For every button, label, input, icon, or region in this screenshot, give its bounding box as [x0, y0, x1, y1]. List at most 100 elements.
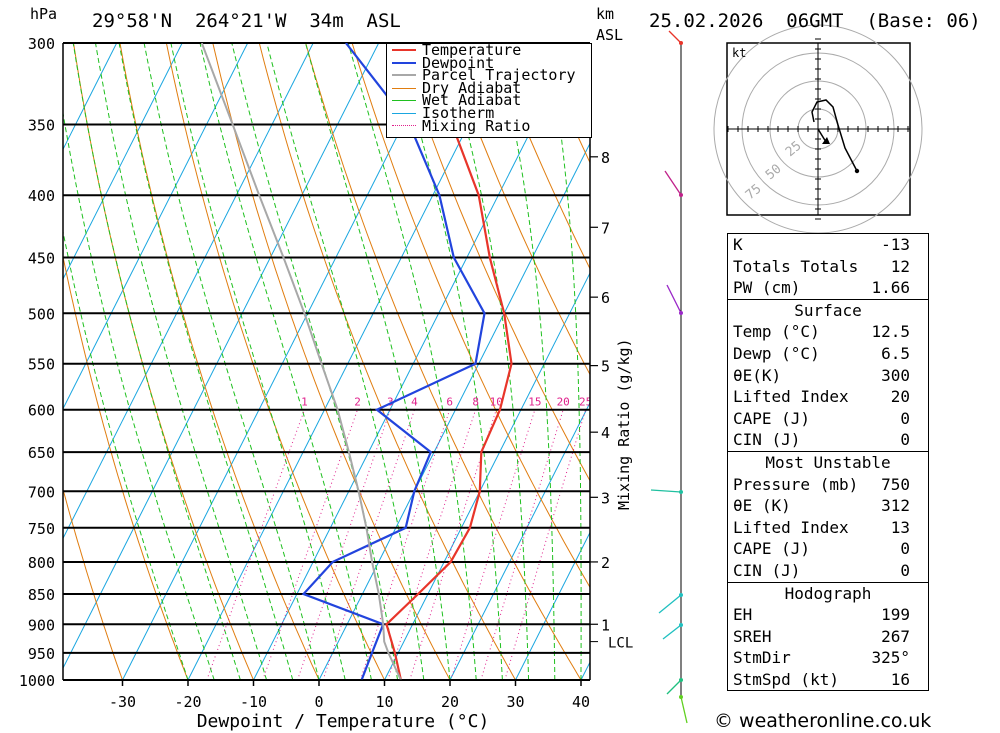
km-label: 8 — [601, 149, 610, 167]
wet-adiabat-line — [72, 43, 241, 680]
stmspd-label: StmSpd (kt) — [733, 669, 839, 689]
mixing-ratio-label: 1 — [301, 396, 308, 409]
wet-adiabat-line — [231, 43, 399, 680]
wet-adiabat-line — [305, 43, 451, 680]
wind-barb — [658, 594, 682, 614]
pw-label: PW (cm) — [733, 278, 801, 298]
dry-adiabat-line — [119, 43, 320, 680]
mixing-ratio-line — [450, 409, 536, 680]
pressure-label: 900 — [28, 616, 55, 634]
isotherm-line — [253, 43, 576, 680]
x-tick-label: 0 — [314, 693, 323, 711]
eh-label: EH — [733, 605, 753, 625]
legend-swatch — [392, 87, 416, 89]
location-title: 29°58'N 264°21'W 34m ASL — [92, 10, 401, 32]
surface-temp-label: Temp (°C) — [733, 322, 820, 342]
isotherm-line — [63, 43, 118, 151]
dry-adiabat-line — [63, 487, 123, 680]
legend-label: Dewpoint — [422, 53, 495, 72]
stmspd-value: 16 — [890, 669, 910, 689]
isotherm-line — [318, 142, 590, 680]
wind-barb — [666, 284, 682, 314]
axes: -30 -20 -10 0 10 20 30 40 Dewpoint / Temperature… — [62, 43, 633, 732]
mu-li-label: Lifted Index — [733, 517, 849, 537]
k-label: K — [733, 235, 743, 254]
pressure-label: 650 — [28, 444, 55, 462]
dry-adiabat-line — [258, 43, 516, 680]
mixing-ratio-label: 25 — [579, 396, 592, 409]
isotherm-line — [449, 401, 590, 680]
isotherm-line — [63, 43, 183, 281]
legend-label: Temperature — [422, 41, 522, 59]
dry-adiabat-line — [444, 43, 590, 376]
x-tick-label: -10 — [240, 693, 267, 711]
pressure-label: 400 — [28, 187, 55, 205]
wet-adiabat-line — [266, 43, 425, 680]
legend: Temperature Dewpoint Parcel Trajectory Dry … — [386, 43, 592, 138]
surface-cin: 0 — [900, 430, 910, 450]
legend-entry: Isotherm — [387, 103, 591, 122]
x-tick-label: 10 — [375, 693, 393, 711]
wet-adiabat-line — [394, 43, 503, 680]
legend-swatch — [392, 125, 416, 127]
mixing-ratio-label: 4 — [411, 396, 418, 409]
mu-pressure-label: Pressure (mb) — [733, 474, 859, 494]
mixing-ratio-label: 2 — [354, 396, 361, 409]
legend-entry: Wet Adiabat — [387, 91, 591, 110]
mixing-ratio-label: 10 — [490, 396, 503, 409]
datetime-title: 25.02.2026 06GMT (Base: 06) — [649, 10, 981, 32]
x-tick-label: -20 — [174, 693, 201, 711]
pressure-label: 950 — [28, 645, 55, 663]
legend-swatch — [392, 100, 416, 102]
wind-barb — [664, 170, 682, 196]
km-label: 6 — [601, 289, 610, 307]
dry-adiabat-line — [398, 43, 590, 482]
pressure-label: 850 — [28, 586, 55, 604]
x-tick-label: -30 — [109, 693, 136, 711]
copyright-footer[interactable]: © weatheronline.co.uk — [714, 710, 932, 732]
mu-cin: 0 — [900, 560, 910, 580]
surface-cin-label: CIN (J) — [733, 430, 801, 450]
wind-barb — [680, 696, 688, 724]
hodo-title: Hodograph — [784, 583, 872, 603]
surface-cape-label: CAPE (J) — [733, 408, 811, 428]
legend-entry: Dewpoint — [387, 53, 591, 72]
storm-motion-arrowhead — [822, 137, 830, 144]
mixing-ratio-label: 20 — [557, 396, 570, 409]
eh-value: 199 — [881, 605, 910, 625]
mixing-ratio-label: 6 — [446, 396, 453, 409]
mixing-ratio-label: 15 — [528, 396, 541, 409]
mu-li: 13 — [890, 517, 910, 537]
wind-barb — [662, 624, 682, 640]
mu-cape-label: CAPE (J) — [733, 539, 811, 559]
mu-cape: 0 — [900, 539, 910, 559]
surface-dewp: 6.5 — [881, 343, 910, 363]
km-label: 2 — [601, 554, 610, 572]
mu-theta: 312 — [881, 496, 910, 516]
legend-entry: Temperature — [387, 41, 591, 59]
legend-entry: Dry Adiabat — [387, 78, 591, 97]
mu-pressure: 750 — [881, 474, 910, 494]
km-unit: km — [596, 5, 615, 23]
legend-entry: Parcel Trajectory — [387, 68, 591, 82]
storm-motion-arrow — [817, 128, 827, 143]
legend-label: Isotherm — [422, 103, 495, 122]
legend-swatch — [392, 49, 416, 52]
legend-label: Wet Adiabat — [422, 91, 522, 110]
dry-adiabat-line — [73, 43, 254, 680]
x-tick-label: 40 — [572, 693, 590, 711]
surface-theta: 300 — [881, 365, 910, 385]
mu-title: Most Unstable — [765, 452, 891, 472]
pressure-label: 700 — [28, 483, 55, 501]
surface-cape: 0 — [900, 408, 910, 428]
x-axis-label: Dewpoint / Temperature (°C) — [197, 711, 490, 732]
hodograph-unit: kt — [732, 46, 746, 60]
hodograph-trace — [811, 99, 858, 172]
legend-label: Dry Adiabat — [422, 78, 522, 97]
wet-adiabat-line — [63, 110, 215, 680]
isotherm-line — [63, 43, 380, 670]
legend-swatch — [392, 74, 416, 77]
surface-li: 20 — [890, 387, 910, 407]
surface-li-label: Lifted Index — [733, 387, 849, 407]
pw-value: 1.66 — [871, 278, 910, 298]
